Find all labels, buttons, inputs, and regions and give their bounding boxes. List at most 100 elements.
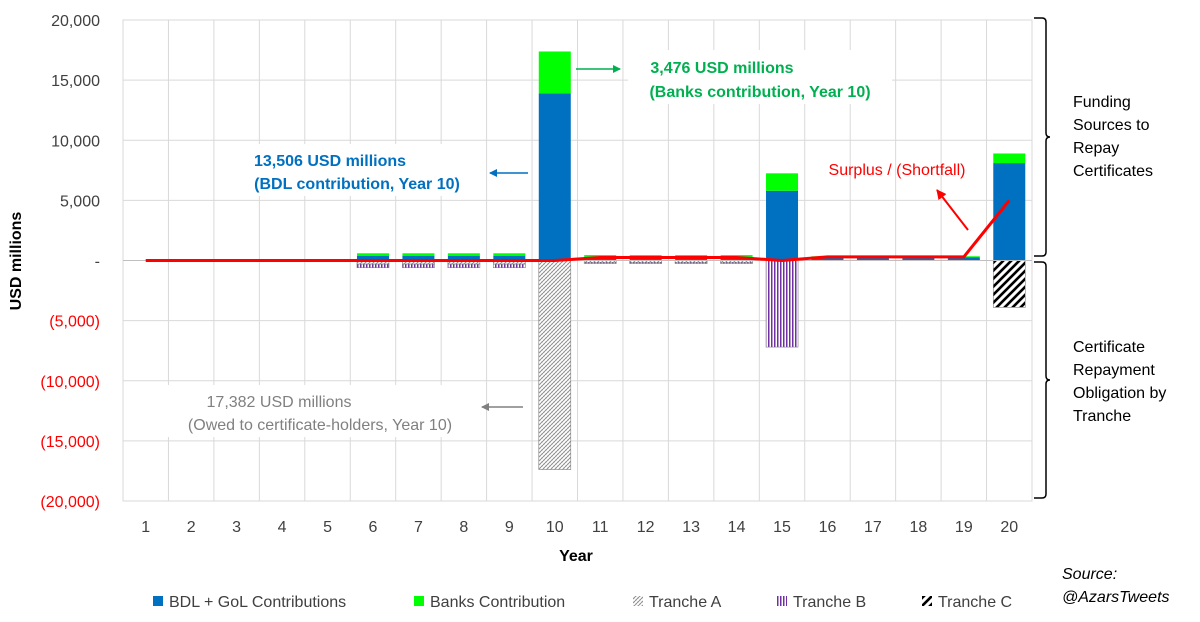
bar-banks-contribution [993,153,1026,164]
obligation-label-line: Repayment [1073,362,1155,379]
x-tick-label: 14 [728,519,746,536]
bar-tranche-a [538,260,572,470]
obligation-label-line: Certificate [1073,339,1146,356]
surplus-shortfall-line [145,199,1011,262]
y-tick-label: 10,000 [51,133,100,150]
bar-bdl-gol-contributions [856,257,889,261]
bar-banks-contribution [538,51,571,94]
bar-banks-contribution [402,253,435,256]
funding-label-line: Certificates [1073,163,1154,180]
x-tick-label: 3 [232,519,241,536]
x-tick-label: 11 [592,519,609,536]
bar-tranche-c [992,260,1026,308]
bar-tranche-b [765,260,799,348]
x-tick-label: 8 [459,519,468,536]
legend-item-banks: Banks Contribution [414,594,565,611]
bar-banks-contribution [584,255,617,257]
y-tick-label: 15,000 [51,73,100,90]
source-note: Source: @AzarsTweets [1062,563,1197,609]
y-tick-label: - [95,254,100,271]
legend-item-tranche-b: Tranche B [777,594,866,611]
bar-banks-contribution [675,255,708,257]
legend-item-tranche-a: Tranche A [633,594,722,611]
bar-banks-contribution [493,253,526,256]
bar-banks-contribution [629,255,662,257]
legend: BDL + GoL Contributions Banks Contributi… [153,594,1012,611]
x-tick-label: 5 [323,519,332,536]
y-tick-label: (10,000) [40,374,100,391]
x-axis-title: Year [559,548,593,565]
surplus-line [145,199,1011,262]
legend-item-tranche-c: Tranche C [922,594,1012,611]
y-tick-label: (20,000) [40,494,100,511]
bars [356,51,1026,470]
x-tick-label: 20 [1000,519,1018,536]
bar-banks-contribution [447,253,480,256]
annotation-surplus: Surplus / (Shortfall) [829,162,969,231]
source-handle: @AzarsTweets [1062,589,1170,606]
x-tick-label: 9 [505,519,514,536]
x-tick-label: 7 [414,519,423,536]
y-axis: (20,000) (15,000) (10,000) (5,000) - 5,000 10,… [40,13,100,511]
y-tick-label: (5,000) [49,314,100,331]
bar-bdl-gol-contributions [811,257,844,261]
bar-bdl-gol-contributions [356,255,389,261]
bar-banks-contribution [766,173,799,191]
funding-brace [1034,17,1051,257]
funding-label-line: Funding [1073,94,1131,111]
x-tick-label: 10 [546,519,564,536]
bar-bdl-gol-contributions [402,255,435,261]
bar-bdl-gol-contributions [902,257,935,261]
annotation-surplus-arrow [936,189,969,231]
y-axis-title: USD millions [8,212,25,311]
annotation-surplus-label: Surplus / (Shortfall) [829,162,966,179]
legend-swatch-tranche-c [922,596,932,606]
x-tick-label: 6 [369,519,378,536]
obligation-brace [1034,261,1051,499]
bar-bdl-gol-contributions [447,255,480,261]
x-tick-label: 17 [864,519,882,536]
bar-bdl-gol-contributions [493,255,526,261]
funding-sources-label: Funding Sources to Repay Certificates [1073,91,1198,183]
bar-banks-contribution [720,255,753,257]
y-tick-label: 5,000 [60,193,100,210]
annotation-banks: 3,476 USD millions (Banks contribution, … [576,50,892,104]
annotation-owed: 17,382 USD millions (Owed to certificate… [166,385,523,437]
bar-tranche-b [447,263,481,269]
bar-tranche-b [356,263,390,269]
legend-swatch-tranche-b [777,596,787,606]
y-tick-label: (15,000) [40,434,100,451]
bar-bdl-gol-contributions [947,257,980,261]
bar-bdl-gol-contributions [766,190,799,261]
legend-swatch-banks [414,596,424,606]
x-tick-label: 16 [819,519,837,536]
annotation-owed-line1: 17,382 USD millions [207,394,352,411]
legend-label-tranche-b: Tranche B [793,594,866,611]
bar-bdl-gol-contributions [993,163,1026,261]
bar-tranche-b [674,262,708,264]
legend-swatch-tranche-a [633,596,643,606]
bar-tranche-b [402,263,435,269]
legend-item-bdl: BDL + GoL Contributions [153,594,346,611]
bar-banks-contribution [356,253,389,256]
x-tick-label: 18 [909,519,927,536]
obligation-label-line: Obligation by [1073,385,1167,402]
bar-tranche-b [493,263,526,269]
x-axis: 1 2 3 4 5 6 7 8 9 10 11 12 13 14 15 16 17 18 19 20 [141,519,1018,536]
x-tick-label: 2 [187,519,196,536]
annotation-banks-line2: (Banks contribution, Year 10) [649,84,870,101]
obligation-label-line: Tranche [1073,408,1132,425]
bar-tranche-b [583,262,617,264]
funding-label-line: Repay [1073,140,1120,157]
x-tick-label: 12 [637,519,655,536]
y-tick-label: 20,000 [51,13,100,30]
annotation-bdl-line2: (BDL contribution, Year 10) [254,176,460,193]
legend-swatch-bdl [153,596,163,606]
bar-tranche-b [629,262,662,264]
obligation-label: Certificate Repayment Obligation by Tran… [1073,336,1198,428]
annotation-bdl: 13,506 USD millions (BDL contribution, Y… [234,144,528,196]
bar-tranche-b [720,262,753,264]
annotation-bdl-line1: 13,506 USD millions [254,153,406,170]
annotation-owed-line2: (Owed to certificate-holders, Year 10) [188,417,452,434]
